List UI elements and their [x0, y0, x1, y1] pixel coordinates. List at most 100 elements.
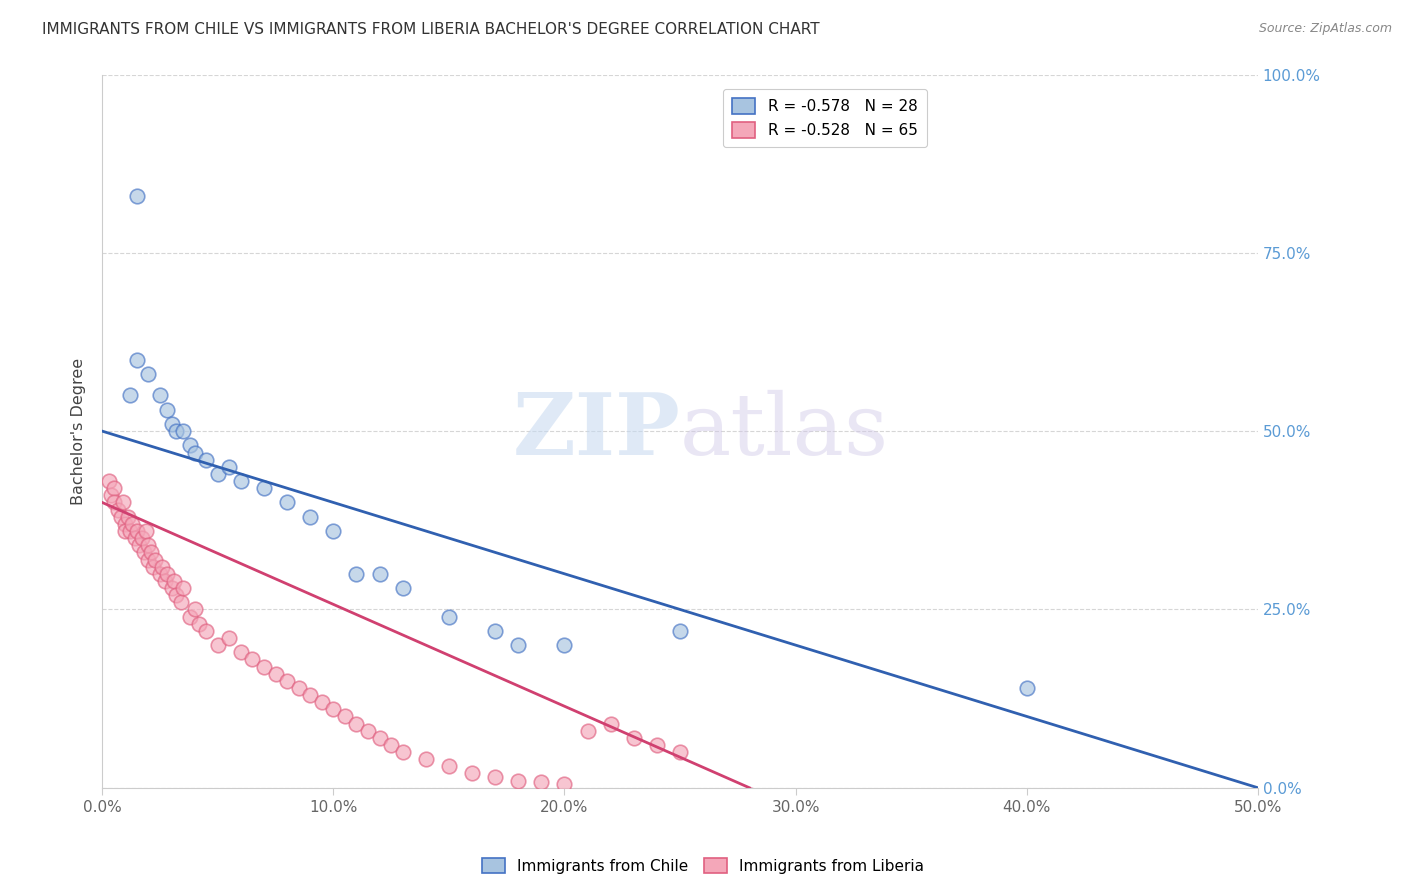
Point	[484, 624, 506, 638]
Point	[380, 738, 402, 752]
Point	[207, 638, 229, 652]
Point	[322, 702, 344, 716]
Point	[368, 731, 391, 745]
Point	[142, 559, 165, 574]
Point	[357, 723, 380, 738]
Point	[156, 402, 179, 417]
Point	[218, 631, 240, 645]
Point	[160, 417, 183, 431]
Point	[437, 609, 460, 624]
Point	[264, 666, 287, 681]
Point	[669, 745, 692, 759]
Text: atlas: atlas	[681, 390, 889, 473]
Point	[183, 602, 205, 616]
Point	[276, 673, 298, 688]
Point	[623, 731, 645, 745]
Point	[156, 566, 179, 581]
Point	[160, 581, 183, 595]
Point	[299, 688, 322, 702]
Point	[299, 509, 322, 524]
Text: IMMIGRANTS FROM CHILE VS IMMIGRANTS FROM LIBERIA BACHELOR'S DEGREE CORRELATION C: IMMIGRANTS FROM CHILE VS IMMIGRANTS FROM…	[42, 22, 820, 37]
Point	[125, 188, 148, 202]
Point	[599, 716, 621, 731]
Point	[145, 552, 167, 566]
Point	[346, 716, 368, 731]
Point	[346, 566, 368, 581]
Point	[149, 388, 172, 402]
Point	[1015, 681, 1038, 695]
Point	[165, 588, 187, 602]
Point	[553, 638, 575, 652]
Point	[183, 445, 205, 459]
Point	[188, 616, 211, 631]
Point	[553, 777, 575, 791]
Point	[229, 645, 252, 659]
Y-axis label: Bachelor's Degree: Bachelor's Degree	[72, 358, 86, 505]
Point	[172, 424, 194, 438]
Point	[110, 509, 132, 524]
Point	[276, 495, 298, 509]
Point	[163, 574, 186, 588]
Point	[530, 775, 553, 789]
Legend: R = -0.578   N = 28, R = -0.528   N = 65: R = -0.578 N = 28, R = -0.528 N = 65	[723, 89, 927, 147]
Point	[461, 766, 484, 780]
Point	[138, 538, 160, 552]
Point	[131, 531, 153, 545]
Point	[170, 595, 193, 609]
Point	[153, 574, 176, 588]
Point	[229, 474, 252, 488]
Point	[179, 609, 201, 624]
Point	[103, 481, 125, 495]
Point	[645, 738, 668, 752]
Point	[124, 531, 146, 545]
Point	[415, 752, 437, 766]
Point	[111, 495, 134, 509]
Point	[172, 581, 194, 595]
Point	[368, 566, 391, 581]
Point	[150, 559, 173, 574]
Point	[311, 695, 333, 709]
Point	[98, 474, 121, 488]
Text: ZIP: ZIP	[512, 389, 681, 473]
Point	[484, 770, 506, 784]
Point	[253, 659, 276, 673]
Point	[139, 545, 162, 559]
Point	[132, 545, 155, 559]
Point	[253, 481, 276, 495]
Point	[508, 638, 530, 652]
Point	[195, 452, 218, 467]
Point	[242, 652, 264, 666]
Point	[100, 488, 122, 502]
Point	[138, 367, 160, 381]
Point	[149, 566, 172, 581]
Point	[107, 502, 129, 516]
Point	[165, 424, 187, 438]
Point	[333, 709, 356, 723]
Text: Source: ZipAtlas.com: Source: ZipAtlas.com	[1258, 22, 1392, 36]
Point	[576, 723, 599, 738]
Point	[114, 516, 136, 531]
Point	[437, 759, 460, 773]
Point	[287, 681, 309, 695]
Point	[391, 581, 413, 595]
Point	[138, 552, 160, 566]
Point	[121, 516, 143, 531]
Point	[114, 524, 136, 538]
Point	[125, 352, 148, 367]
Point	[117, 509, 139, 524]
Point	[103, 495, 125, 509]
Point	[391, 745, 413, 759]
Point	[195, 624, 218, 638]
Point	[207, 467, 229, 481]
Point	[322, 524, 344, 538]
Point	[128, 538, 150, 552]
Point	[118, 388, 141, 402]
Point	[135, 524, 157, 538]
Legend: Immigrants from Chile, Immigrants from Liberia: Immigrants from Chile, Immigrants from L…	[477, 852, 929, 880]
Point	[118, 524, 141, 538]
Point	[125, 524, 148, 538]
Point	[218, 459, 240, 474]
Point	[508, 773, 530, 788]
Point	[669, 624, 692, 638]
Point	[179, 438, 201, 452]
